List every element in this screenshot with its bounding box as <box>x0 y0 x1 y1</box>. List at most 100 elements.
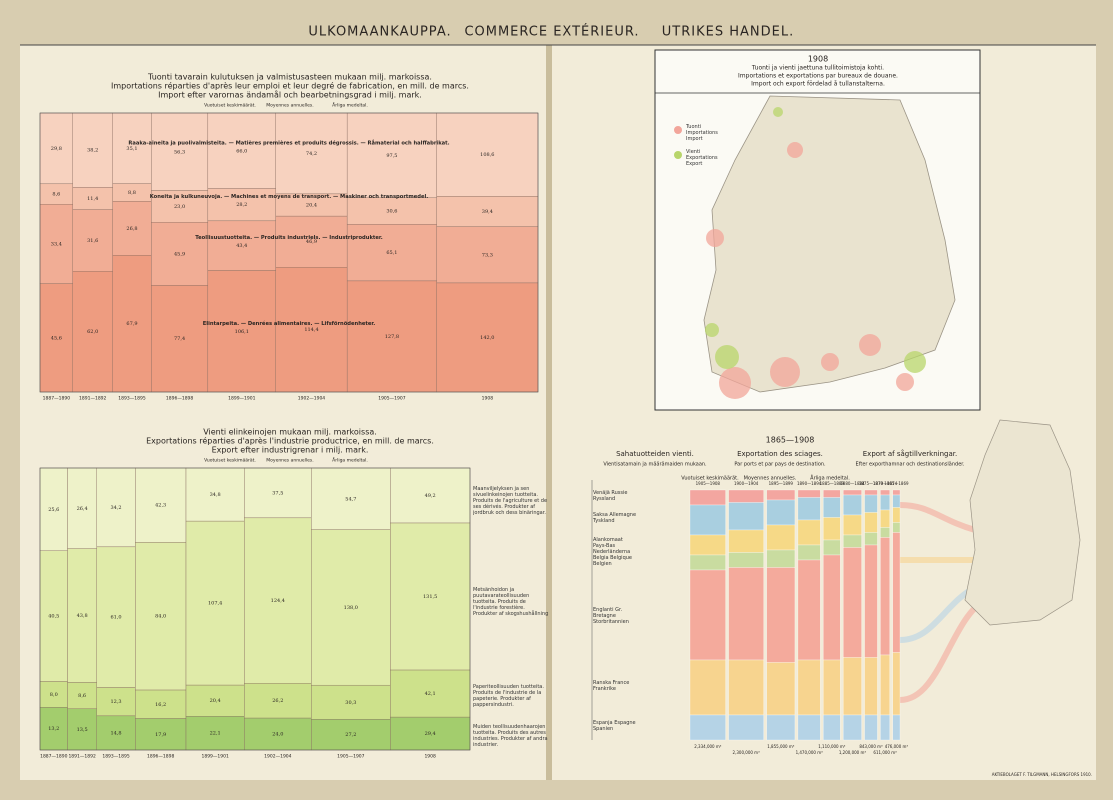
segment <box>766 714 796 741</box>
total-label: 1,855,000 m³ <box>767 744 795 749</box>
segment <box>823 517 841 541</box>
series-label: Metsänhoidon ja puutavarateollisuuden tu… <box>473 586 549 617</box>
segment <box>39 707 68 751</box>
value-label: 45,6 <box>51 335 62 341</box>
value-label: 30,3 <box>345 700 356 706</box>
value-label: 142,0 <box>480 335 494 341</box>
map-line: Importations et exportations par bureaux… <box>738 73 898 80</box>
value-label: 26,8 <box>126 226 137 232</box>
value-label: 26,2 <box>272 698 283 704</box>
segment <box>39 467 68 551</box>
segment <box>207 112 276 189</box>
segment <box>892 489 901 496</box>
value-label: 74,2 <box>306 151 317 157</box>
value-label: 14,8 <box>110 730 121 736</box>
segment <box>72 271 113 393</box>
value-label: 77,4 <box>174 336 185 342</box>
segment <box>823 554 841 661</box>
segment <box>766 489 796 501</box>
x-tick-label: 1891—1892 <box>68 754 96 760</box>
series-label-text: Metsänhoidon ja puutavarateollisuuden tu… <box>473 586 549 617</box>
value-label: 73,3 <box>482 252 493 258</box>
x-tick-label: 1870—1874 <box>873 481 898 486</box>
value-label: 138,0 <box>344 605 358 611</box>
destination-label: Alankomaat Pays-Bas Nederländerna <box>593 537 630 555</box>
value-label: 24,0 <box>272 732 283 738</box>
segment <box>728 529 764 553</box>
sawn-subtitle: Vuotuiset keskimäärät. <box>681 476 739 482</box>
series-label: Muiden teollisuudenhaarojen tuotteita. P… <box>473 723 548 748</box>
segment <box>864 489 878 496</box>
value-label: 8,0 <box>50 692 58 698</box>
segment <box>135 542 187 691</box>
value-label: 8,6 <box>52 192 60 198</box>
total-label: 2,334,000 m³ <box>694 744 722 749</box>
export-circle <box>705 323 719 337</box>
flow <box>899 502 976 533</box>
destination-label-text: Ranska France Frankrike <box>593 679 630 692</box>
segment <box>436 196 539 227</box>
total-label: 2,300,000 m³ <box>733 750 761 755</box>
x-tick-label: 1890—1894 <box>797 481 822 486</box>
value-label: 20,4 <box>306 203 317 209</box>
value-label: 35,1 <box>126 146 137 152</box>
segment <box>346 280 437 393</box>
plot-frame <box>39 112 539 393</box>
segment <box>72 209 113 272</box>
chart-title: Importations réparties d'après leur empl… <box>111 81 469 91</box>
series-label: Maanviljelyksen ja sen sivuelinkeinojen … <box>473 486 547 516</box>
value-label: 29,4 <box>425 731 436 737</box>
x-tick-label: 1899—1901 <box>228 396 256 402</box>
segment <box>151 190 209 223</box>
series-label-text: Muiden teollisuudenhaarojen tuotteita. P… <box>473 723 548 748</box>
segment <box>185 684 245 717</box>
x-tick-label: 1880—1884 <box>840 481 865 486</box>
segment <box>843 534 862 548</box>
segment <box>67 548 97 683</box>
segment <box>728 552 764 568</box>
value-label: 37,5 <box>272 490 283 496</box>
segment <box>436 226 539 284</box>
chart-title: Import efter varornas ändamål och bearbe… <box>158 90 422 100</box>
sawn-title: 1865—1908 <box>766 436 815 445</box>
segment <box>96 546 136 688</box>
segment <box>766 567 796 663</box>
export-circle <box>715 345 739 369</box>
x-tick-label: 1905—1907 <box>378 396 406 402</box>
segment <box>728 502 764 531</box>
segment <box>864 657 878 716</box>
x-tick-label: 1875—1879 <box>859 481 884 486</box>
segment <box>880 494 890 511</box>
total-label: 1,110,000 m³ <box>818 744 846 749</box>
segment <box>728 659 764 716</box>
segment <box>864 494 878 513</box>
value-label: 29,8 <box>51 146 62 152</box>
segment <box>39 204 73 284</box>
segment <box>151 112 209 191</box>
small-map <box>964 419 1081 626</box>
x-tick-label: 1899—1901 <box>201 754 229 760</box>
x-tick-label: 1905—1907 <box>337 754 365 760</box>
segment <box>135 718 187 751</box>
x-tick-label: 1902—1904 <box>298 396 326 402</box>
chart-subtitle: Vuotuiset keskimäärät. <box>204 458 256 464</box>
segment <box>797 544 821 561</box>
segment <box>67 467 97 549</box>
segment <box>823 497 841 518</box>
legend-export: Vienti Exportations Export <box>686 149 718 167</box>
value-label: 49,2 <box>425 493 436 499</box>
segment <box>823 489 841 498</box>
segment <box>135 689 187 719</box>
value-label: 54,7 <box>345 496 356 502</box>
map-line: Tuonti ja vienti jaettuna tullitoimistoj… <box>751 65 884 72</box>
chart-subtitle: Moyennes annuelles. <box>266 103 313 109</box>
segment <box>880 714 890 741</box>
segment <box>797 519 821 546</box>
x-tick-label: 1905—1908 <box>696 481 721 486</box>
value-label: 131,5 <box>423 594 437 600</box>
value-label: 34,2 <box>110 505 121 511</box>
value-label: 20,4 <box>210 698 221 704</box>
segment <box>390 716 471 751</box>
value-label: 34,8 <box>210 492 221 498</box>
segment <box>436 112 539 197</box>
